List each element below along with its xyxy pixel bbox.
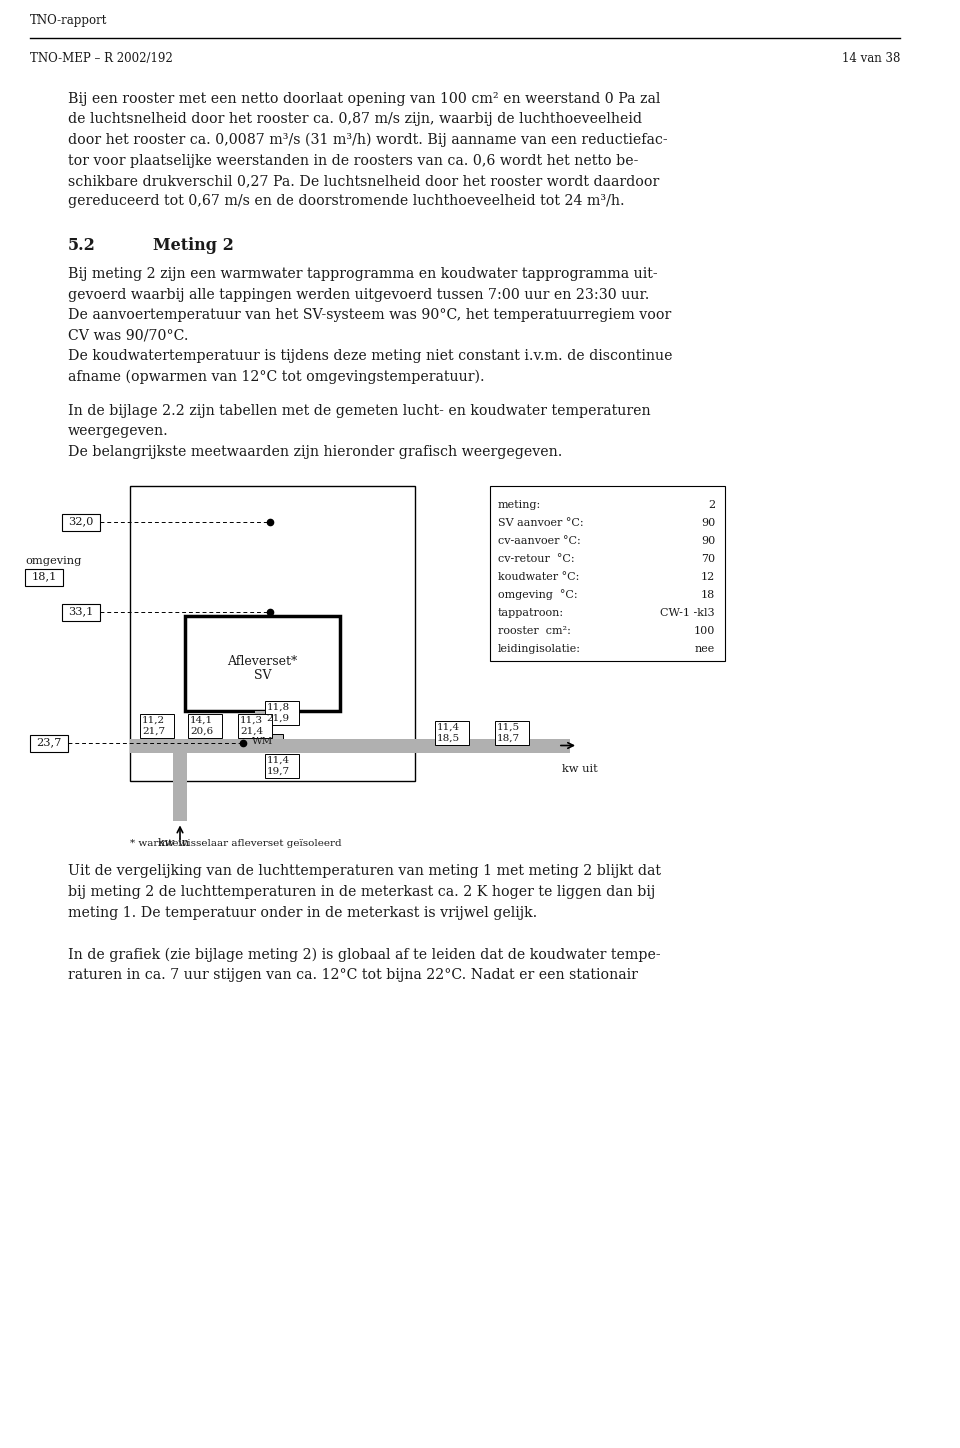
Bar [435,721,469,744]
Text: Afleverset*: Afleverset* [228,654,298,668]
Text: tor voor plaatselijke weerstanden in de roosters van ca. 0,6 wordt het netto be-: tor voor plaatselijke weerstanden in de … [68,153,638,168]
Text: CV was 90/70°C.: CV was 90/70°C. [68,329,188,343]
Text: De koudwatertemperatuur is tijdens deze meting niet constant i.v.m. de discontin: De koudwatertemperatuur is tijdens deze … [68,349,673,363]
Text: TNO-rapport: TNO-rapport [30,14,108,28]
Text: 5.2: 5.2 [68,237,96,253]
Text: cv-retour  °C:: cv-retour °C: [498,553,575,563]
Bar [265,701,299,724]
Text: WM: WM [252,737,274,747]
Text: 23,7: 23,7 [36,737,61,747]
Bar [185,615,340,711]
Text: Meting 2: Meting 2 [153,237,234,253]
Text: 21,7: 21,7 [142,727,165,736]
Text: De aanvoertemperatuur van het SV-systeem was 90°C, het temperatuurregiem voor: De aanvoertemperatuur van het SV-systeem… [68,308,671,321]
Text: 11,4: 11,4 [267,756,290,765]
Bar [238,714,272,737]
Text: meting 1. De temperatuur onder in de meterkast is vrijwel gelijk.: meting 1. De temperatuur onder in de met… [68,905,538,919]
Text: afname (opwarmen van 12°C tot omgevingstemperatuur).: afname (opwarmen van 12°C tot omgevingst… [68,369,485,384]
Text: SV aanvoer °C:: SV aanvoer °C: [498,517,584,527]
Text: rooster  cm²:: rooster cm²: [498,626,571,636]
Text: raturen in ca. 7 uur stijgen van ca. 12°C tot bijna 22°C. Nadat er een stationai: raturen in ca. 7 uur stijgen van ca. 12°… [68,969,637,983]
Bar [130,738,570,753]
Text: weergegeven.: weergegeven. [68,424,169,439]
Text: TNO-MEP – R 2002/192: TNO-MEP – R 2002/192 [30,52,173,65]
Text: leidingisolatie:: leidingisolatie: [498,643,581,653]
Text: Uit de vergelijking van de luchttemperaturen van meting 1 met meting 2 blijkt da: Uit de vergelijking van de luchttemperat… [68,864,661,879]
Text: door het rooster ca. 0,0087 m³/s (31 m³/h) wordt. Bij aanname van een reductiefa: door het rooster ca. 0,0087 m³/s (31 m³/… [68,133,667,148]
Text: 21,4: 21,4 [240,727,263,736]
Text: De belangrijkste meetwaarden zijn hieronder grafisch weergegeven.: De belangrijkste meetwaarden zijn hieron… [68,445,563,459]
Text: koudwater °C:: koudwater °C: [498,572,580,582]
Text: * warmtewisselaar afleverset geïsoleerd: * warmtewisselaar afleverset geïsoleerd [130,838,342,847]
Text: meting:: meting: [498,500,541,510]
Text: Bij meting 2 zijn een warmwater tapprogramma en koudwater tapprogramma uit-: Bij meting 2 zijn een warmwater tapprogr… [68,266,658,281]
Text: 70: 70 [701,553,715,563]
Text: Bij een rooster met een netto doorlaat opening van 100 cm² en weerstand 0 Pa zal: Bij een rooster met een netto doorlaat o… [68,93,660,106]
Text: 18: 18 [701,589,715,599]
Bar [25,569,63,585]
Bar [490,485,725,660]
Text: 33,1: 33,1 [68,607,94,617]
Text: 32,0: 32,0 [68,517,94,527]
Bar [243,734,282,752]
Text: 20,6: 20,6 [190,727,213,736]
Text: 14,1: 14,1 [190,715,213,724]
Text: 100: 100 [694,626,715,636]
Text: 18,5: 18,5 [437,734,460,743]
Bar [62,604,100,621]
Bar [495,721,529,744]
Bar [173,753,187,821]
Text: 14 van 38: 14 van 38 [842,52,900,65]
Text: SV: SV [253,669,272,682]
Text: 11,2: 11,2 [142,715,165,724]
Text: 11,3: 11,3 [240,715,263,724]
Bar [140,714,174,737]
Text: omgeving  °C:: omgeving °C: [498,589,578,601]
Text: 12: 12 [701,572,715,582]
Text: In de grafiek (zie bijlage meting 2) is globaal af te leiden dat de koudwater te: In de grafiek (zie bijlage meting 2) is … [68,948,660,963]
Text: 11,4: 11,4 [437,723,460,731]
Text: gereduceerd tot 0,67 m/s en de doorstromende luchthoeveelheid tot 24 m³/h.: gereduceerd tot 0,67 m/s en de doorstrom… [68,194,625,209]
Text: 19,7: 19,7 [267,766,290,776]
Text: cv-aanvoer °C:: cv-aanvoer °C: [498,536,581,546]
Text: kw in: kw in [158,838,189,849]
Text: 18,1: 18,1 [32,572,57,582]
Text: 21,9: 21,9 [267,714,290,723]
Text: CW-1 -kl3: CW-1 -kl3 [660,608,715,617]
Text: omgeving: omgeving [25,556,82,566]
Text: 11,5: 11,5 [497,723,520,731]
Bar [30,734,68,752]
Text: nee: nee [695,643,715,653]
Text: In de bijlage 2.2 zijn tabellen met de gemeten lucht- en koudwater temperaturen: In de bijlage 2.2 zijn tabellen met de g… [68,404,651,418]
Text: gevoerd waarbij alle tappingen werden uitgevoerd tussen 7:00 uur en 23:30 uur.: gevoerd waarbij alle tappingen werden ui… [68,288,649,301]
Bar [130,485,415,780]
Text: 2: 2 [708,500,715,510]
Text: 90: 90 [701,536,715,546]
Text: 90: 90 [701,517,715,527]
Text: 11,8: 11,8 [267,702,290,711]
Bar [62,514,100,530]
Bar [265,753,299,778]
Text: 18,7: 18,7 [497,734,520,743]
Text: schikbare drukverschil 0,27 Pa. De luchtsnelheid door het rooster wordt daardoor: schikbare drukverschil 0,27 Pa. De lucht… [68,174,660,188]
Text: bij meting 2 de luchttemperaturen in de meterkast ca. 2 K hoger te liggen dan bi: bij meting 2 de luchttemperaturen in de … [68,885,656,899]
Text: de luchtsnelheid door het rooster ca. 0,87 m/s zijn, waarbij de luchthoeveelheid: de luchtsnelheid door het rooster ca. 0,… [68,113,642,126]
Text: tappatroon:: tappatroon: [498,608,564,617]
Bar [254,711,271,736]
Bar [188,714,222,737]
Text: kw uit: kw uit [562,765,598,775]
